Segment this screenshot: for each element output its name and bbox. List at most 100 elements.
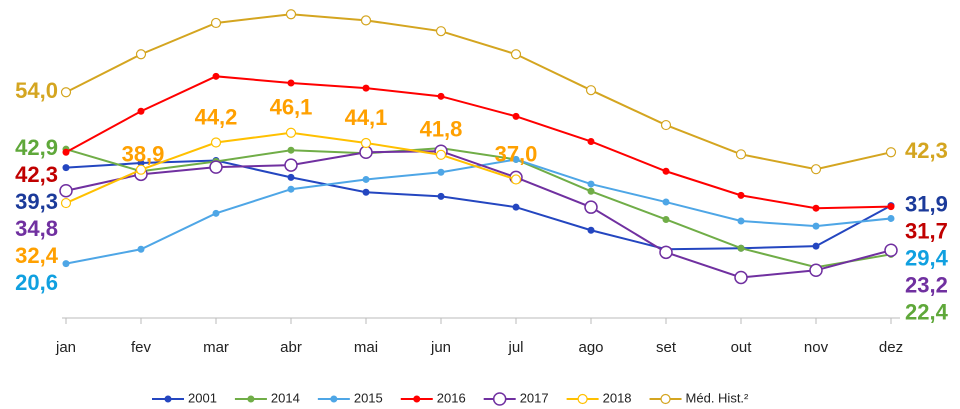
data-label: 37,0: [495, 141, 538, 166]
point: [435, 26, 447, 37]
point: [812, 222, 820, 230]
series: [62, 72, 895, 212]
legend-item: Méd. Hist.²: [649, 390, 750, 405]
point: [812, 204, 820, 212]
point: [137, 245, 145, 253]
data-label: 38,9: [122, 142, 165, 167]
series: [62, 155, 895, 268]
point: [210, 137, 222, 148]
x-tick-label: mai: [354, 339, 378, 356]
x-tick-label: jun: [430, 339, 451, 356]
legend-item: 2018: [566, 390, 632, 405]
legend-item: 2017: [483, 390, 549, 406]
point: [284, 158, 298, 172]
legend-marker: [164, 395, 172, 403]
legend-item: 2001: [152, 390, 217, 405]
legend-label: 2018: [603, 390, 632, 405]
point: [810, 164, 822, 175]
point: [737, 244, 745, 252]
point: [587, 137, 595, 145]
point: [287, 185, 295, 193]
legend-label: 2017: [520, 390, 549, 405]
point: [62, 260, 70, 268]
x-tick-label: jan: [55, 339, 76, 356]
point: [587, 187, 595, 195]
data-label: 42,3: [905, 138, 948, 163]
point: [287, 79, 295, 87]
legend-label: 2015: [354, 390, 383, 405]
point: [885, 147, 897, 158]
point: [362, 175, 370, 183]
legend-label: 2001: [188, 390, 217, 405]
point: [137, 159, 145, 167]
point: [812, 242, 820, 250]
point: [737, 191, 745, 199]
data-label: 32,4: [15, 243, 59, 268]
series-line: [65, 159, 892, 251]
point: [59, 183, 73, 198]
x-tick-label: nov: [804, 339, 829, 356]
point: [584, 200, 598, 214]
data-label: 31,9: [905, 191, 948, 216]
point: [362, 188, 370, 196]
point: [285, 9, 297, 20]
series: [62, 156, 895, 253]
point: [662, 198, 670, 206]
point: [60, 197, 72, 209]
series-line: [65, 75, 892, 210]
x-tick-label: dez: [879, 339, 903, 356]
point: [662, 215, 670, 223]
point: [285, 127, 297, 138]
series: [60, 9, 897, 175]
point: [287, 146, 295, 154]
point: [662, 167, 670, 175]
series-line: [65, 147, 892, 269]
point: [210, 17, 222, 29]
legend-item: 2015: [317, 390, 383, 405]
point: [587, 226, 595, 234]
point: [887, 214, 895, 222]
series: [59, 144, 898, 285]
point: [62, 148, 70, 156]
legend-label: 2014: [271, 390, 300, 405]
series: [60, 127, 522, 209]
point: [62, 164, 70, 172]
point: [362, 84, 370, 92]
data-label: 44,1: [345, 105, 388, 130]
point: [587, 180, 595, 188]
legend-marker: [492, 392, 507, 406]
data-label: 23,2: [905, 272, 948, 297]
point: [884, 243, 898, 258]
series-line: [65, 158, 892, 265]
legend-marker: [413, 395, 421, 403]
point: [135, 164, 147, 175]
x-tick-label: ago: [578, 339, 603, 356]
point: [60, 87, 72, 98]
point: [212, 72, 220, 80]
point: [510, 174, 522, 185]
data-label: 46,1: [270, 95, 313, 120]
point: [435, 149, 447, 160]
x-tick-label: fev: [131, 339, 152, 356]
data-label: 20,6: [15, 270, 58, 295]
point: [135, 49, 147, 60]
legend-label: Méd. Hist.²: [686, 390, 750, 405]
data-label: 29,4: [905, 245, 949, 270]
point: [512, 155, 520, 163]
legend-marker: [247, 395, 255, 403]
legend-marker: [660, 393, 671, 405]
point: [360, 15, 372, 26]
point: [360, 137, 372, 149]
point: [737, 217, 745, 225]
legend-marker: [330, 395, 338, 403]
x-tick-label: out: [731, 339, 753, 356]
point: [512, 203, 520, 211]
point: [212, 209, 220, 217]
x-tick-label: mar: [203, 339, 229, 356]
point: [887, 203, 895, 211]
data-label: 31,7: [905, 218, 948, 243]
legend-item: 2016: [400, 390, 466, 405]
point: [809, 263, 823, 278]
data-label: 39,3: [15, 189, 58, 214]
